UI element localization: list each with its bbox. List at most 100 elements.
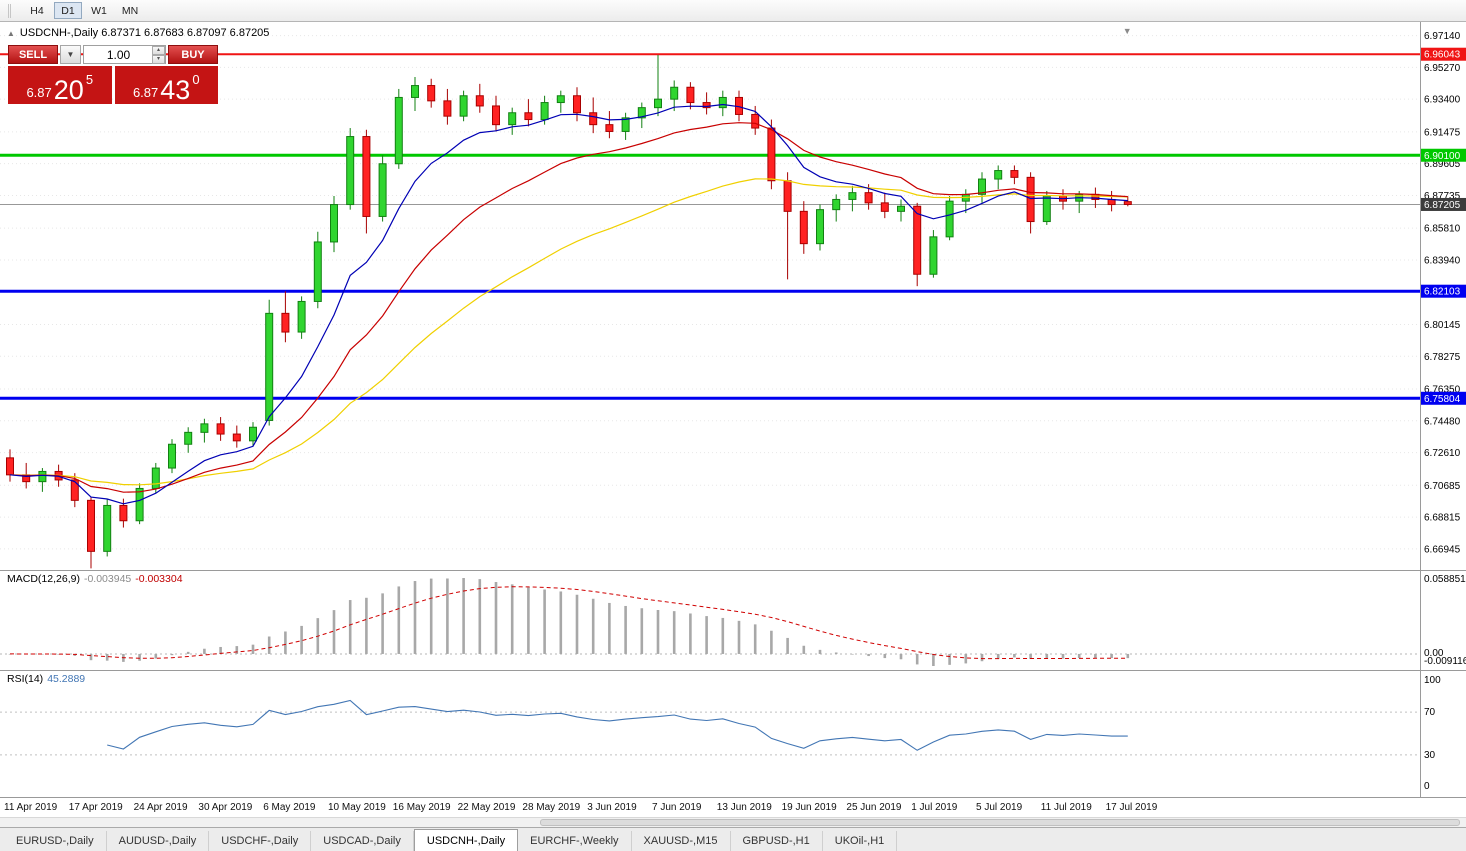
candle [524, 99, 533, 127]
macd-bar [1013, 653, 1016, 658]
volume-input[interactable] [83, 45, 166, 64]
macd-bar [964, 653, 968, 664]
macd-bar [996, 653, 1000, 659]
macd-bar [575, 594, 579, 654]
macd-axis-max: 0.058851 [1424, 574, 1466, 585]
macd-bar [1094, 653, 1097, 658]
price-chart-canvas[interactable]: 6.971406.952706.934006.914756.896056.877… [0, 22, 1466, 797]
candle [6, 449, 14, 482]
buy-button[interactable]: BUY [168, 45, 218, 64]
horizontal-scrollbar[interactable] [0, 817, 1466, 827]
macd-bar [510, 584, 514, 654]
date-label: 22 May 2019 [457, 802, 516, 813]
chart-tab[interactable]: USDCHF-,Daily [209, 831, 312, 851]
candle [378, 155, 387, 222]
macd-indicator-label: MACD(12,26,9) -0.003945 -0.003304 [7, 573, 183, 585]
macd-bar [883, 653, 887, 659]
sell-price-display[interactable]: 6.87 20 5 [8, 66, 112, 104]
macd-bar [154, 653, 158, 659]
candle [394, 88, 403, 169]
volume-increase-button[interactable]: ▴ [152, 46, 165, 55]
timeframe-d1-button[interactable]: D1 [54, 2, 82, 19]
date-label: 17 Apr 2019 [68, 802, 123, 813]
candle [475, 83, 484, 113]
macd-bar [89, 653, 93, 661]
macd-bar [851, 653, 854, 655]
sell-button[interactable]: SELL [8, 45, 58, 64]
date-label: 11 Jul 2019 [1040, 802, 1092, 813]
candle [670, 80, 679, 112]
macd-bar [705, 616, 708, 654]
price-axis-badge [1421, 391, 1466, 405]
price-axis-label: 6.80145 [1424, 320, 1461, 331]
macd-bar [57, 653, 60, 655]
candle [1059, 189, 1067, 210]
scrollbar-thumb[interactable] [540, 819, 1460, 826]
buy-price-display[interactable]: 6.87 43 0 [114, 66, 218, 104]
macd-histogram [8, 578, 1130, 666]
timeframe-mn-button[interactable]: MN [116, 2, 144, 19]
chart-tab[interactable]: EURCHF-,Weekly [518, 831, 632, 851]
macd-bar [170, 653, 174, 656]
timeframe-h4-button[interactable]: H4 [23, 2, 51, 19]
candle [978, 172, 986, 203]
macd-bar [1077, 653, 1081, 659]
toolbar-grip[interactable] [8, 3, 11, 18]
macd-bar [915, 653, 919, 665]
date-label: 25 Jun 2019 [846, 802, 902, 813]
chart-tab[interactable]: AUDUSD-,Daily [107, 831, 210, 851]
candle [411, 77, 419, 112]
date-label: 6 May 2019 [263, 802, 316, 813]
chart-tab[interactable]: GBPUSD-,H1 [731, 831, 823, 851]
volume-decrease-button[interactable]: ▾ [152, 55, 165, 64]
macd-main-value: -0.003945 [83, 573, 132, 585]
chart-tab[interactable]: UKOil-,H1 [823, 831, 898, 851]
macd-axis-min: -0.009116 [1424, 656, 1466, 667]
timeframe-w1-button[interactable]: W1 [85, 2, 113, 19]
price-axis-label: 6.85810 [1424, 224, 1461, 235]
macd-bar [348, 600, 352, 654]
price-axis-badge [1421, 197, 1466, 211]
date-label: 3 Jun 2019 [587, 802, 637, 813]
candle [913, 202, 922, 287]
chart-tabs-bar: EURUSD-,Daily AUDUSD-,Daily USDCHF-,Daily U… [0, 827, 1466, 851]
price-axis-label: 6.74480 [1424, 416, 1461, 427]
macd-bar [267, 636, 271, 654]
price-axis-label: 6.93400 [1424, 95, 1461, 106]
date-label: 17 Jul 2019 [1105, 802, 1158, 813]
price-axis-label: 6.68815 [1424, 513, 1461, 524]
rsi-axis-30: 30 [1424, 750, 1436, 761]
candle [767, 119, 776, 190]
candle [346, 128, 355, 210]
macd-bar [381, 593, 384, 654]
macd-bar [1126, 653, 1130, 659]
one-click-collapse-icon[interactable]: ▲ [7, 28, 15, 38]
macd-bar [737, 620, 741, 654]
macd-bar [899, 653, 903, 660]
chart-tab[interactable]: EURUSD-,Daily [4, 831, 107, 851]
macd-bar [332, 610, 336, 654]
candle [87, 496, 95, 569]
candle [508, 107, 517, 135]
macd-bar [624, 605, 627, 654]
rsi-axis-70: 70 [1424, 707, 1436, 718]
order-options-dropdown[interactable]: ▼ [60, 45, 81, 64]
chart-title-text: USDCNH-,Daily 6.87371 6.87683 6.87097 6.… [19, 27, 270, 39]
autoscroll-icon[interactable]: ▼ [1123, 26, 1132, 36]
macd-bar [640, 608, 644, 654]
candle [880, 192, 889, 219]
macd-bar [818, 649, 822, 654]
chart-tab[interactable]: USDCNH-,Daily [413, 829, 519, 851]
macd-bar [802, 645, 806, 654]
chart-tab[interactable]: XAUUSD-,M15 [632, 831, 731, 851]
price-axis-label: 6.83940 [1424, 255, 1461, 266]
chart-tab[interactable]: USDCAD-,Daily [311, 831, 414, 851]
time-axis[interactable]: 11 Apr 2019 17 Apr 2019 24 Apr 2019 30 Apr … [0, 797, 1466, 817]
macd-signal-value: -0.003304 [135, 573, 183, 585]
macd-bar [478, 579, 482, 654]
macd-bar [527, 587, 530, 654]
candle [945, 196, 954, 241]
candle [281, 291, 290, 343]
price-axis-label: 6.70685 [1424, 481, 1461, 492]
chart-area[interactable]: 6.97140 6.95270 6.93400 6.91475 6.89605 6.877… [0, 22, 1466, 797]
